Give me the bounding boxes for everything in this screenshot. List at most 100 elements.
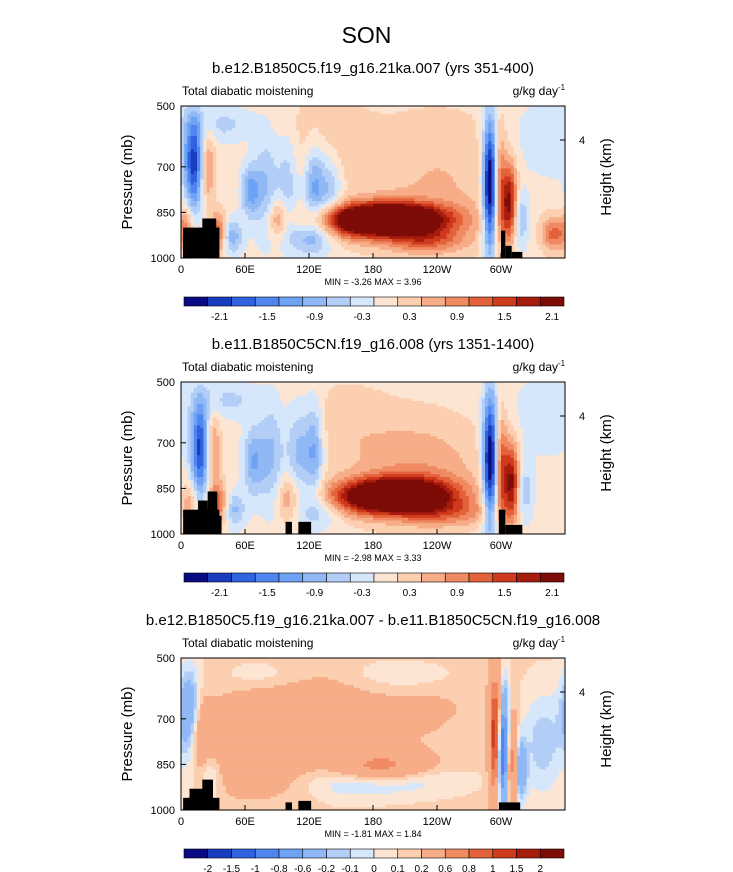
- heatmap-cell: [545, 122, 550, 126]
- heatmap-cell: [286, 114, 291, 118]
- heatmap-cell: [321, 116, 326, 121]
- heatmap-cell: [549, 106, 553, 110]
- heatmap-cell: [353, 122, 358, 126]
- heatmap-cell: [430, 108, 435, 113]
- heatmap-cell: [446, 114, 451, 118]
- heatmap-cell: [411, 119, 416, 123]
- heatmap-cell: [488, 114, 492, 118]
- heatmap-cell: [520, 111, 524, 115]
- heatmap-cell: [299, 125, 304, 129]
- heatmap-cell: [222, 119, 227, 123]
- heatmap-cell: [341, 108, 345, 113]
- heatmap-cell: [446, 125, 451, 129]
- heatmap-cell: [209, 106, 214, 110]
- heatmap-cell: [424, 116, 428, 121]
- heatmap-cell: [533, 119, 537, 123]
- heatmap-cell: [424, 106, 428, 110]
- heatmap-cell: [203, 116, 208, 121]
- heatmap-cell: [344, 119, 348, 123]
- heatmap-cell: [395, 122, 400, 126]
- heatmap-cell: [315, 114, 320, 118]
- heatmap-cell: [302, 116, 307, 121]
- heatmap-cell: [318, 125, 323, 129]
- heatmap-cell: [293, 125, 297, 129]
- heatmap-cell: [267, 114, 272, 118]
- heatmap-cell: [440, 116, 444, 121]
- heatmap-cell: [283, 127, 288, 132]
- heatmap-cell: [488, 119, 492, 123]
- heatmap-cell: [536, 114, 540, 118]
- heatmap-cell: [449, 108, 454, 113]
- heatmap-cell: [305, 116, 310, 121]
- heatmap-cell: [494, 108, 499, 113]
- heatmap-cell: [267, 122, 272, 126]
- heatmap-cell: [507, 111, 512, 115]
- heatmap-cell: [289, 114, 294, 118]
- heatmap-cell: [261, 108, 265, 113]
- heatmap-cell: [318, 111, 323, 115]
- heatmap-cell: [398, 116, 403, 121]
- heatmap-cell: [225, 114, 230, 118]
- heatmap-cell: [510, 119, 515, 123]
- heatmap-cell: [187, 125, 192, 129]
- heatmap-cell: [433, 125, 438, 129]
- heatmap-cell: [552, 116, 556, 121]
- heatmap-cell: [181, 116, 185, 121]
- heatmap-cell: [417, 106, 422, 110]
- heatmap-cell: [334, 111, 339, 115]
- heatmap-cell: [357, 108, 361, 113]
- heatmap-cell: [286, 116, 291, 121]
- heatmap-cell: [318, 122, 323, 126]
- heatmap-cell: [494, 122, 499, 126]
- heatmap-cell: [513, 125, 518, 129]
- heatmap-cell: [299, 106, 304, 110]
- heatmap-cell: [341, 127, 345, 132]
- heatmap-cell: [437, 125, 441, 129]
- heatmap-cell: [277, 111, 281, 115]
- heatmap-cell: [187, 108, 192, 113]
- heatmap-cell: [526, 119, 531, 123]
- heatmap-cell: [206, 108, 211, 113]
- heatmap-cell: [222, 111, 227, 115]
- heatmap-cell: [267, 111, 272, 115]
- heatmap-cell: [305, 127, 310, 132]
- heatmap-cell: [513, 106, 518, 110]
- heatmap-cell: [187, 111, 192, 115]
- heatmap-cell: [229, 127, 233, 132]
- heatmap-cell: [424, 108, 428, 113]
- heatmap-cell: [315, 125, 320, 129]
- heatmap-cell: [328, 125, 332, 129]
- heatmap-cell: [360, 106, 364, 110]
- heatmap-cell: [424, 127, 428, 132]
- heatmap-cell: [529, 122, 534, 126]
- heatmap-cell: [549, 114, 553, 118]
- heatmap-cell: [318, 114, 323, 118]
- heatmap-cell: [254, 116, 259, 121]
- heatmap-cell: [417, 127, 422, 132]
- heatmap-cell: [305, 125, 310, 129]
- heatmap-cell: [481, 108, 486, 113]
- heatmap-cell: [395, 116, 400, 121]
- heatmap-cell: [446, 108, 451, 113]
- heatmap-cell: [437, 127, 441, 132]
- heatmap-cell: [299, 111, 304, 115]
- heatmap-cell: [187, 119, 192, 123]
- heatmap-cell: [408, 106, 412, 110]
- heatmap-cell: [392, 127, 396, 132]
- heatmap-cell: [392, 116, 396, 121]
- heatmap-cell: [337, 127, 342, 132]
- heatmap-cell: [453, 116, 457, 121]
- heatmap-cell: [353, 111, 358, 115]
- heatmap-cell: [459, 125, 464, 129]
- heatmap-cell: [257, 125, 262, 129]
- heatmap-cell: [216, 116, 220, 121]
- heatmap-cell: [491, 125, 496, 129]
- heatmap-cell: [363, 114, 368, 118]
- heatmap-cell: [507, 114, 512, 118]
- heatmap-cell: [321, 114, 326, 118]
- heatmap-cell: [197, 106, 201, 110]
- heatmap-cell: [542, 122, 547, 126]
- heatmap-cell: [472, 106, 476, 110]
- heatmap-cell: [382, 122, 387, 126]
- heatmap-cell: [497, 119, 502, 123]
